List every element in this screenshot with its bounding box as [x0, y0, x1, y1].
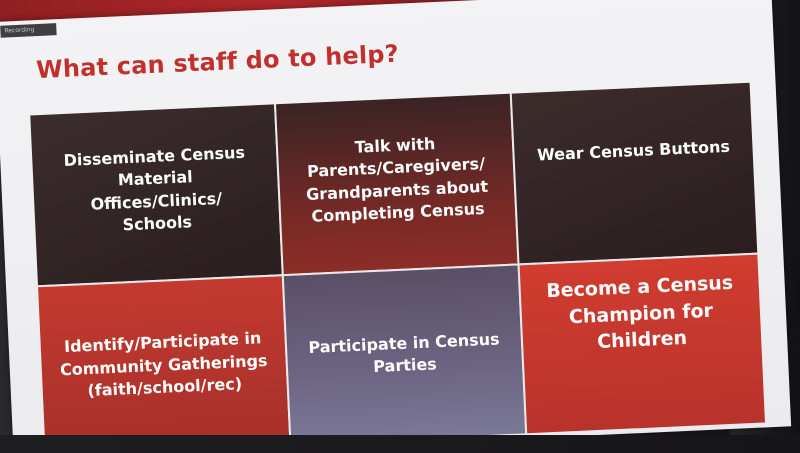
tile-label: Wear Census Buttons — [536, 136, 731, 165]
slide-title: What can staff do to help? — [35, 39, 400, 85]
tile-census-parties: Participate in Census Parties — [283, 265, 528, 444]
meeting-tag: Recording — [0, 23, 57, 38]
tile-label: Talk with Parents/Caregivers/ Grandparen… — [305, 134, 489, 226]
tile-talk-with-parents: Talk with Parents/Caregivers/ Grandparen… — [276, 93, 520, 277]
desk-surface — [0, 435, 800, 453]
tile-grid: Disseminate Census Material Offices/Clin… — [30, 82, 765, 453]
tile-census-champion: Become a Census Champion for Children — [519, 254, 765, 434]
tile-community-gatherings: Identify/Participate in Community Gather… — [38, 276, 292, 453]
tile-label: Disseminate Census Material Offices/Clin… — [63, 142, 246, 235]
tile-label: Participate in Census Parties — [308, 329, 500, 377]
tile-wear-buttons: Wear Census Buttons — [511, 82, 758, 266]
tile-disseminate-material: Disseminate Census Material Offices/Clin… — [30, 104, 284, 288]
tile-label: Become a Census Champion for Children — [545, 271, 734, 354]
tile-label: Identify/Participate in Community Gather… — [59, 328, 268, 401]
